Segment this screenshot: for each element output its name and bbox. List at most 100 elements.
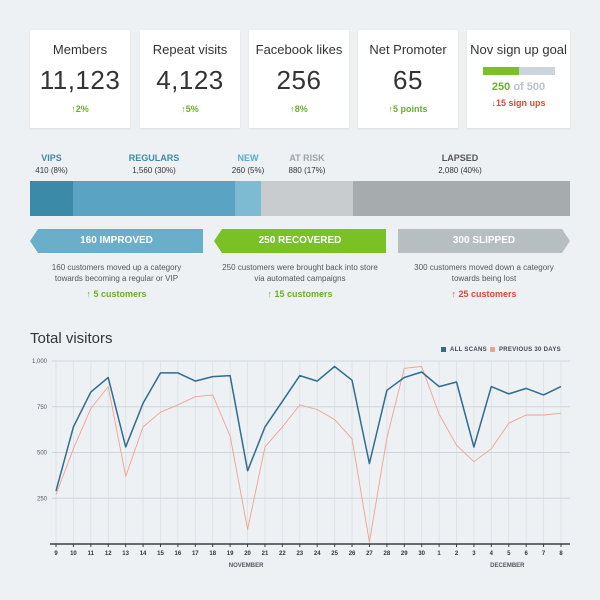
segment-label-regulars: REGULARS 1,560 (30%) [102, 153, 206, 175]
arrow-left-shape [214, 229, 386, 253]
segment-label-lapsed: LAPSED 2,080 (40%) [425, 153, 495, 175]
legend-all-scans[interactable]: ALL SCANS [441, 347, 487, 353]
flow-count-slipped: ↑ 25 customers [451, 289, 517, 299]
x-tick-label: 19 [227, 551, 234, 557]
kpi-label: Members [52, 42, 108, 57]
kpi-change: ↑5% [181, 104, 199, 114]
flow-desc-line: 250 customers were brought back into sto… [222, 263, 378, 272]
x-tick-label: 17 [192, 551, 199, 557]
x-tick-label: 1 [437, 551, 441, 557]
flow-label: 300 SLIPPED [452, 235, 516, 246]
arrow-left-shape [30, 229, 203, 253]
segment-name: VIPS [41, 153, 62, 163]
x-tick-label: 29 [401, 551, 408, 557]
segment-label-new: NEW 260 (5%) [228, 153, 268, 175]
month-label: DECEMBER [490, 563, 525, 569]
goal-progress-fill [482, 67, 519, 75]
kpi-net-promoter[interactable]: Net Promoter 65 ↑5 points [358, 30, 458, 128]
flow-label: 250 RECOVERED [258, 235, 342, 246]
segment-name: NEW [237, 153, 259, 163]
x-tick-label: 26 [349, 551, 356, 557]
x-tick-label: 22 [279, 551, 286, 557]
x-tick-label: 15 [157, 551, 164, 557]
y-tick-label: 750 [37, 405, 48, 411]
goal-progress-bar [482, 67, 555, 75]
legend-label: PREVIOUS 30 DAYS [499, 347, 561, 354]
segment-regulars[interactable] [73, 181, 235, 216]
kpi-label: Net Promoter [369, 42, 447, 57]
flow-desc-line: 300 customers moved down a category [414, 263, 554, 272]
flow-description-improved: 160 customers moved up a category toward… [30, 262, 203, 284]
x-tick-label: 10 [70, 551, 77, 557]
x-tick-label: 5 [507, 551, 511, 557]
series-line-previous-30-days [55, 366, 562, 543]
flow-desc-line: towards becoming a regular or VIP [54, 274, 179, 283]
kpi-change: ↓15 sign ups [491, 98, 546, 108]
segment-count: 410 (8%) [35, 166, 68, 175]
kpi-value: 11,123 [39, 65, 121, 95]
kpi-label: Nov sign up goal [470, 42, 567, 57]
segment-name: LAPSED [441, 153, 479, 163]
x-tick-label: 18 [209, 551, 216, 557]
kpi-value: 4,123 [156, 65, 224, 95]
kpi-repeat-visits[interactable]: Repeat visits 4,123 ↑5% [140, 30, 240, 128]
goal-total: of 500 [513, 81, 546, 93]
x-tick-label: 25 [331, 551, 338, 557]
flow-count-recovered: ↑ 15 customers [267, 289, 333, 299]
segment-name: AT RISK [289, 153, 325, 163]
segment-lapsed[interactable] [353, 181, 570, 216]
kpi-facebook-likes[interactable]: Facebook likes 256 ↑8% [249, 30, 349, 128]
segment-count: 260 (5%) [231, 166, 265, 175]
legend-label: ALL SCANS [450, 347, 487, 354]
segment-name: REGULARS [128, 153, 180, 163]
x-tick-label: 6 [525, 551, 529, 557]
kpi-signup-goal[interactable]: Nov sign up goal 250 of 500 ↓15 sign ups [467, 30, 570, 128]
x-tick-label: 28 [384, 551, 391, 557]
segment-label-vips: VIPS 410 (8%) [30, 153, 73, 175]
x-tick-label: 9 [54, 551, 58, 557]
flow-label: 160 IMPROVED [80, 235, 153, 246]
segment-count: 2,080 (40%) [438, 166, 482, 175]
y-tick-label: 250 [37, 496, 48, 502]
flow-description-slipped: 300 customers moved down a category towa… [398, 262, 570, 284]
legend-previous-30-days[interactable]: PREVIOUS 30 DAYS [490, 347, 561, 353]
kpi-value: 65 [393, 65, 423, 95]
x-tick-label: 16 [175, 551, 182, 557]
segment-bar [30, 181, 570, 216]
x-tick-label: 27 [366, 551, 373, 557]
kpi-change: ↑2% [71, 104, 89, 114]
goal-current: 250 [491, 81, 511, 93]
x-tick-label: 4 [490, 551, 494, 557]
segment-vips[interactable] [30, 181, 73, 216]
flow-recovered[interactable]: 250 RECOVERED [214, 229, 386, 253]
x-tick-label: 14 [140, 551, 147, 557]
x-tick-label: 30 [418, 551, 425, 557]
x-tick-label: 3 [472, 551, 476, 557]
kpi-label: Repeat visits [152, 42, 228, 57]
segment-labels: VIPS 410 (8%) REGULARS 1,560 (30%) NEW 2… [30, 153, 570, 179]
segment-at-risk[interactable] [261, 181, 353, 216]
flow-count-improved: ↑ 5 customers [86, 289, 147, 299]
x-tick-label: 20 [244, 551, 251, 557]
x-tick-label: 24 [314, 551, 321, 557]
flow-improved[interactable]: 160 IMPROVED [30, 229, 203, 253]
kpi-change: ↑8% [290, 104, 308, 114]
x-tick-label: 2 [455, 551, 459, 557]
x-tick-label: 11 [88, 551, 95, 557]
x-tick-label: 7 [542, 551, 546, 557]
x-tick-label: 8 [559, 551, 563, 557]
y-tick-label: 500 [37, 451, 48, 457]
x-tick-label: 21 [262, 551, 269, 557]
flow-description-recovered: 250 customers were brought back into sto… [214, 262, 386, 284]
x-tick-label: 12 [105, 551, 112, 557]
segment-new[interactable] [235, 181, 261, 216]
kpi-members[interactable]: Members 11,123 ↑2% [30, 30, 130, 128]
flow-desc-line: 160 customers moved up a category [51, 263, 182, 272]
x-tick-label: 13 [122, 551, 129, 557]
kpi-change: ↑5 points [388, 104, 428, 114]
goal-text: 250 of 500 [467, 81, 570, 93]
kpi-row: Members 11,123 ↑2% Repeat visits 4,123 ↑… [30, 30, 570, 128]
kpi-label: Facebook likes [255, 42, 343, 57]
flow-slipped[interactable]: 300 SLIPPED [398, 229, 570, 253]
